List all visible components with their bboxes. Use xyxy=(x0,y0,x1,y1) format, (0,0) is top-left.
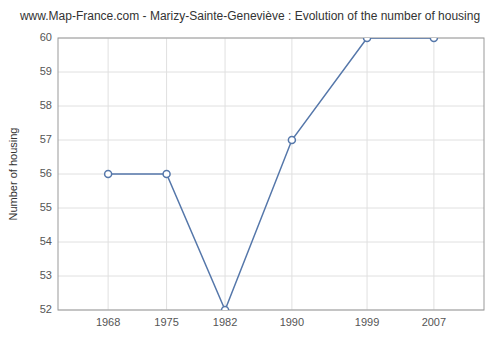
tick-label: 53 xyxy=(40,269,52,281)
tick-label: 1975 xyxy=(154,316,178,328)
point xyxy=(364,38,371,42)
tick-label: 57 xyxy=(40,133,52,145)
line xyxy=(108,38,434,310)
tick-label: 2007 xyxy=(422,316,446,328)
grid-line xyxy=(225,38,226,310)
tick-label: 52 xyxy=(40,303,52,315)
point xyxy=(105,171,112,178)
grid-line xyxy=(58,276,484,277)
grid-line xyxy=(58,242,484,243)
tick-label: 1968 xyxy=(96,316,120,328)
tick-label: 60 xyxy=(40,31,52,43)
grid-line xyxy=(58,72,484,73)
chart: 52 53 54 55 56 57 58 59 60 1968 1975 1982 1990 1999 20… xyxy=(0,0,500,340)
grid xyxy=(58,38,484,310)
axes: 52 53 54 55 56 57 58 59 60 1968 1975 1982 1990 1999 20… xyxy=(40,31,484,328)
tick-label: 59 xyxy=(40,65,52,77)
grid-line xyxy=(58,140,484,141)
tick-label: 54 xyxy=(40,235,52,247)
point xyxy=(430,38,437,42)
point xyxy=(163,171,170,178)
tick-label: 58 xyxy=(40,99,52,111)
tick-label: 1999 xyxy=(355,316,379,328)
grid-line xyxy=(367,38,368,310)
grid-line xyxy=(58,208,484,209)
point xyxy=(222,307,229,311)
point xyxy=(288,137,295,144)
plot-frame xyxy=(58,38,484,310)
axis-label: Number of housing xyxy=(7,128,19,221)
tick-label: 56 xyxy=(40,167,52,179)
series xyxy=(105,38,438,310)
grid-line xyxy=(291,38,292,310)
grid-line xyxy=(433,38,434,310)
title: www.Map-France.com - Marizy-Sainte-Genev… xyxy=(19,9,480,23)
tick-label: 1990 xyxy=(280,316,304,328)
tick-label: 55 xyxy=(40,201,52,213)
tick-label: 1982 xyxy=(213,316,237,328)
grid-line xyxy=(58,106,484,107)
